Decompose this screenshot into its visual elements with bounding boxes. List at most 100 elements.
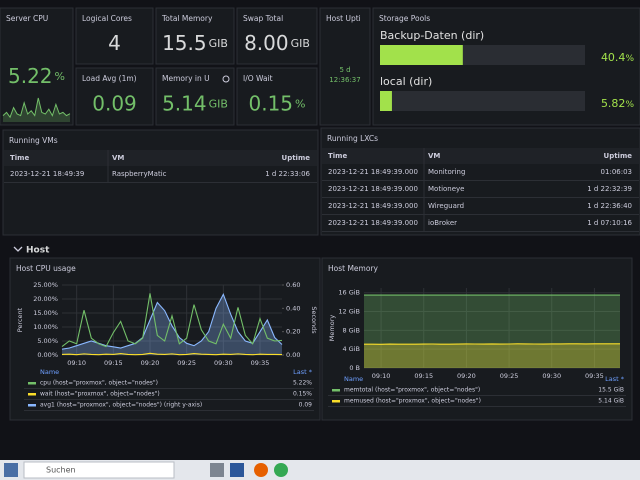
y2-tick-label: 0.60 — [286, 281, 300, 289]
stat-value: 8.00 GIB — [244, 31, 310, 55]
panel-title: Server CPU — [6, 14, 48, 23]
legend-name: memused (host="proxmox", object="nodes") — [344, 398, 481, 405]
x-tick-label: 09:30 — [214, 359, 233, 367]
y-tick-label: 16 GiB — [338, 289, 360, 297]
stat-number: 5.22 — [8, 64, 53, 88]
legend-swatch — [28, 382, 36, 385]
search-box[interactable] — [23, 461, 175, 479]
stat-number: 5.14 — [162, 91, 207, 115]
x-tick-label: 09:15 — [414, 372, 433, 380]
panel — [319, 7, 371, 126]
taskbar-icon[interactable] — [210, 463, 224, 477]
legend-header: Name — [40, 368, 59, 376]
legend-swatch — [28, 393, 36, 396]
taskbar-icon[interactable] — [274, 463, 288, 477]
table-header: Time — [328, 152, 347, 160]
panel — [321, 257, 633, 421]
y2-axis-label: Seconds — [310, 306, 318, 334]
info-icon — [222, 75, 230, 83]
panel-title: Swap Total — [243, 14, 283, 23]
stat-number: 0.15 — [249, 91, 294, 115]
legend-swatch — [332, 400, 340, 403]
panel-title: Load Avg (1m) — [82, 74, 137, 83]
x-tick-label: 09:25 — [500, 372, 519, 380]
stat-number: 4 — [108, 31, 121, 55]
y-tick-label: 15.00% — [33, 309, 58, 317]
stat-value: 0.15% — [249, 91, 306, 115]
x-tick-label: 09:10 — [372, 372, 391, 380]
row-header[interactable]: Host — [26, 246, 50, 256]
sparkline-fill — [3, 98, 70, 122]
series-line — [61, 352, 283, 356]
table-cell: 1 d 22:36:40 — [587, 202, 632, 210]
panel-title: Storage Pools — [379, 14, 430, 23]
y-axis-label: Memory — [328, 315, 336, 342]
pool-unit: % — [625, 100, 634, 110]
row-chevron[interactable] — [13, 246, 23, 252]
table-cell: Motioneye — [428, 185, 465, 193]
table-cell: Monitoring — [428, 168, 465, 176]
area-fill — [364, 343, 620, 368]
table-header-bg — [4, 150, 317, 166]
panel-title: Running VMs — [9, 136, 58, 145]
table-cell: 1 d 07:10:16 — [587, 219, 632, 227]
x-tick-label: 09:35 — [251, 359, 270, 367]
table-cell: ioBroker — [428, 219, 457, 227]
panel — [75, 67, 154, 126]
x-tick-label: 09:20 — [457, 372, 476, 380]
legend-swatch — [28, 404, 36, 407]
pool-value: 5.82% — [601, 97, 635, 110]
table-cell: 01:06:03 — [601, 168, 632, 176]
stat-value: 5 d — [339, 66, 350, 74]
panel — [320, 127, 640, 236]
table-cell: 2023-12-21 18:49:39.000 — [328, 168, 418, 176]
stat-value: 5.22% — [8, 64, 65, 88]
stat-value: 4 — [108, 31, 121, 55]
table-header: VM — [428, 152, 440, 160]
legend-last: 5.22% — [293, 380, 312, 387]
x-tick-label: 09:35 — [585, 372, 604, 380]
area-fill — [62, 294, 282, 355]
stat-unit: % — [295, 98, 305, 111]
y-tick-label: 20.00% — [33, 295, 58, 303]
pool-number: 5.82 — [601, 97, 626, 110]
taskbar-icon[interactable] — [230, 463, 244, 477]
pool-name: local (dir) — [380, 75, 432, 88]
legend-name: cpu (host="proxmox", object="nodes") — [40, 380, 158, 387]
panel-title: Host Memory — [328, 264, 379, 273]
x-tick-label: 09:20 — [141, 359, 160, 367]
start-button[interactable] — [4, 463, 18, 477]
table-header-bg — [322, 148, 639, 164]
pool-name: Backup-Daten (dir) — [380, 29, 484, 42]
legend-name: memtotal (host="proxmox", object="nodes"… — [344, 387, 480, 394]
pool-number: 40.4 — [601, 51, 626, 64]
table-header: Uptime — [604, 152, 633, 160]
y-tick-label: 12 GiB — [338, 308, 360, 316]
y2-tick-label: 0.40 — [286, 304, 300, 312]
taskbar-icon[interactable] — [254, 463, 268, 477]
area-fill — [364, 295, 620, 368]
y2-tick-label: 0.20 — [286, 328, 300, 336]
y-tick-label: 0.00% — [37, 351, 58, 359]
stat-value: 5.14 GIB — [162, 91, 228, 115]
pool-unit: % — [625, 54, 634, 64]
panel — [0, 7, 74, 126]
legend-header: Name — [344, 375, 363, 383]
stat-unit: GIB — [291, 37, 310, 50]
x-tick-label: 09:10 — [67, 359, 86, 367]
stat-number: 8.00 — [244, 31, 289, 55]
search-text: Suchen — [46, 466, 76, 475]
series-line — [363, 343, 621, 345]
stat-unit: % — [55, 70, 65, 83]
y-tick-label: 10.00% — [33, 323, 58, 331]
legend-last: 5.14 GiB — [598, 398, 624, 405]
panel-title: Host CPU usage — [16, 264, 76, 273]
pool-bar — [380, 91, 392, 111]
panel-title: Memory in U — [162, 74, 210, 83]
panel — [155, 67, 235, 126]
table-cell: 2023-12-21 18:49:39 — [10, 170, 84, 178]
stat-value: 0.09 — [92, 91, 137, 115]
panel — [155, 7, 235, 65]
panel — [236, 7, 318, 65]
